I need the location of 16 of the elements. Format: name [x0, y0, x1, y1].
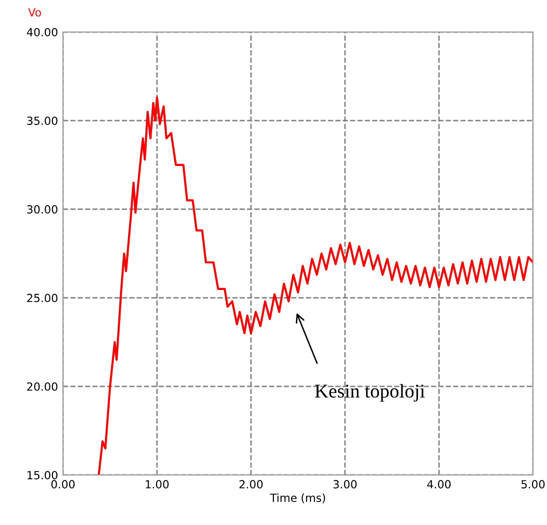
x-tick-label: 5.00	[521, 480, 545, 488]
x-axis-title: Time (ms)	[270, 493, 326, 504]
y-tick-label: 25.00	[27, 294, 58, 302]
y-tick-label: 40.00	[26, 28, 58, 36]
y-tick-label: 30.00	[27, 205, 58, 214]
x-tick-label: 3.00	[333, 480, 357, 488]
x-tick-label: 4.00	[427, 480, 451, 488]
y-tick-label: 15.00	[28, 470, 58, 480]
line-series	[98, 96, 533, 475]
x-tick-label: 1.00	[146, 480, 169, 488]
y-axis-title: Vo	[28, 8, 41, 17]
y-tick-label: 20.00	[27, 382, 58, 391]
y-tick-label: 35.00	[27, 116, 58, 125]
x-tick-label: 0.00	[51, 480, 75, 488]
x-tick-label: 2.00	[239, 480, 263, 488]
annotation: Kesin topoloji	[315, 384, 425, 402]
